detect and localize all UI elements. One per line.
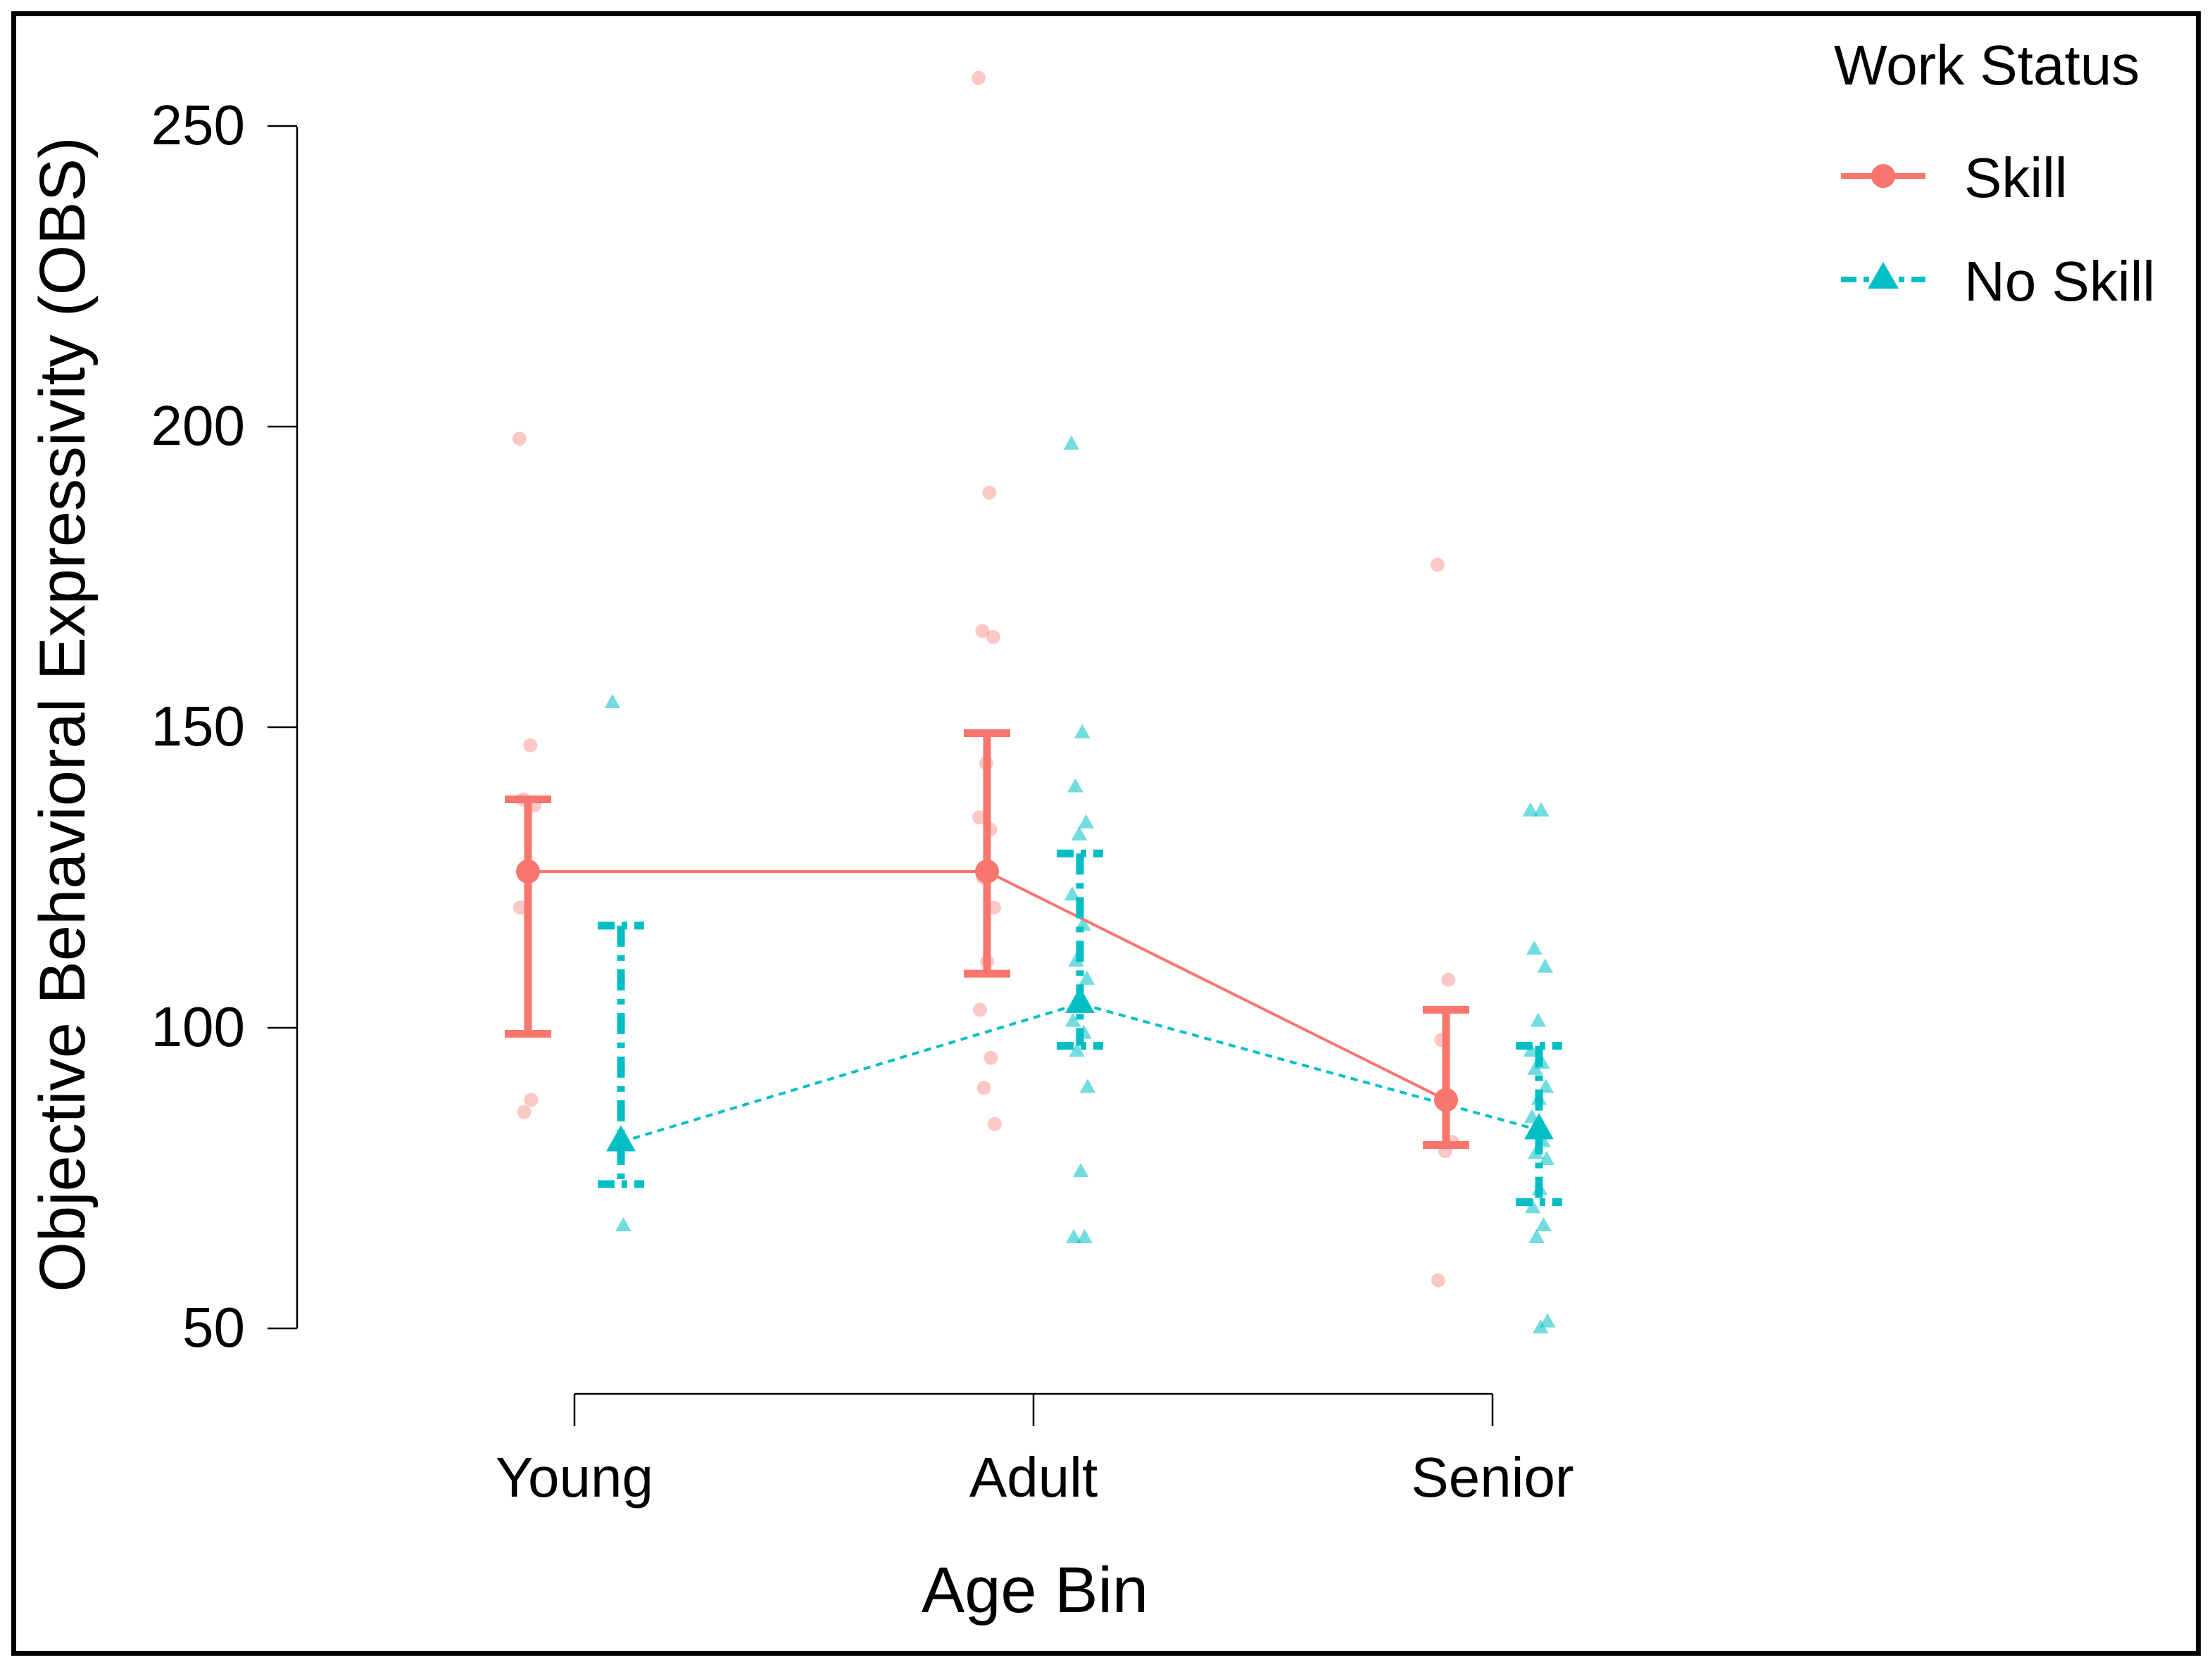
x-tick-label: Young [496,1446,653,1509]
data-point-circle [512,432,527,446]
data-point-triangle [1072,1162,1089,1178]
data-point-circle [988,1116,1002,1131]
data-point-circle [1431,1273,1445,1288]
data-point-circle [976,1081,991,1095]
x-axis: Young Adult Senior [496,1392,1574,1509]
data-point-triangle [1522,802,1539,817]
data-point-triangle [1067,778,1083,793]
y-axis: 50 100 150 200 250 [151,94,299,1359]
data-point-circle [1441,972,1456,987]
mean-marker-triangle [1524,1113,1554,1140]
legend-skill-label: Skill [1964,146,2068,209]
data-point-triangle [1535,1216,1552,1231]
y-tick-label: 250 [151,94,245,156]
y-tick-label: 50 [182,1296,245,1359]
legend-title: Work Status [1834,34,2139,96]
mean-marker-circle [975,859,999,883]
chart-frame [11,11,2201,1656]
data-point-triangle [1538,1078,1554,1093]
y-axis-label: Objective Behavioral Expressivity (OBS) [27,137,99,1292]
x-tick-label: Adult [969,1446,1098,1509]
data-point-triangle [1064,1012,1081,1027]
data-point-circle [973,1002,988,1017]
data-point-triangle [1076,1228,1093,1244]
data-point-triangle [1074,724,1091,738]
mean-marker-triangle [606,1125,636,1152]
x-axis-label: Age Bin [922,1554,1148,1626]
legend: Work Status Skill No Skill [1834,34,2155,313]
data-point-triangle [604,693,621,708]
y-tick-label: 100 [151,995,245,1058]
data-point-triangle [1079,970,1095,985]
data-point-triangle [615,1216,631,1231]
y-tick-label: 200 [151,394,245,457]
legend-skill-marker [1871,164,1895,188]
data-point-circle [982,485,997,500]
data-point-triangle [1078,814,1095,829]
data-point-triangle [1065,1228,1082,1244]
data-point-triangle [1533,802,1550,817]
y-tick-label: 150 [151,695,245,757]
x-tick-label: Senior [1411,1446,1573,1509]
data-point-triangle [1537,958,1554,973]
data-point-circle [972,810,986,825]
data-point-circle [971,70,986,85]
data-point-triangle [1528,1228,1545,1244]
data-point-circle [986,629,1000,644]
data-point-circle [1430,558,1445,572]
data-point-circle [513,900,527,915]
data-point-triangle [1069,1043,1085,1057]
data-point-circle [517,1105,532,1119]
data-point-triangle [1063,435,1080,450]
mean-marker-triangle [1065,986,1095,1014]
data-point-triangle [1071,826,1088,841]
mean-marker-circle [516,859,540,883]
data-point-triangle [1527,1060,1543,1075]
mean-marker-circle [1434,1088,1458,1112]
data-point-circle [524,1093,539,1107]
data-point-triangle [1526,940,1542,955]
data-point-triangle [1524,1199,1541,1214]
legend-noskill-label: No Skill [1964,250,2155,313]
data-point-circle [523,738,538,753]
data-point-circle [975,624,990,639]
legend-noskill-marker [1868,262,1899,289]
data-point-triangle [1539,1313,1556,1328]
data-point-circle [984,1050,998,1065]
data-point-triangle [1530,1012,1547,1027]
data-point-triangle [1538,1150,1555,1166]
data-point-triangle [1079,1078,1096,1093]
data-point-triangle [1064,886,1081,901]
data-point-triangle [1532,1319,1549,1334]
mean-line-no-skill [620,1002,1540,1144]
